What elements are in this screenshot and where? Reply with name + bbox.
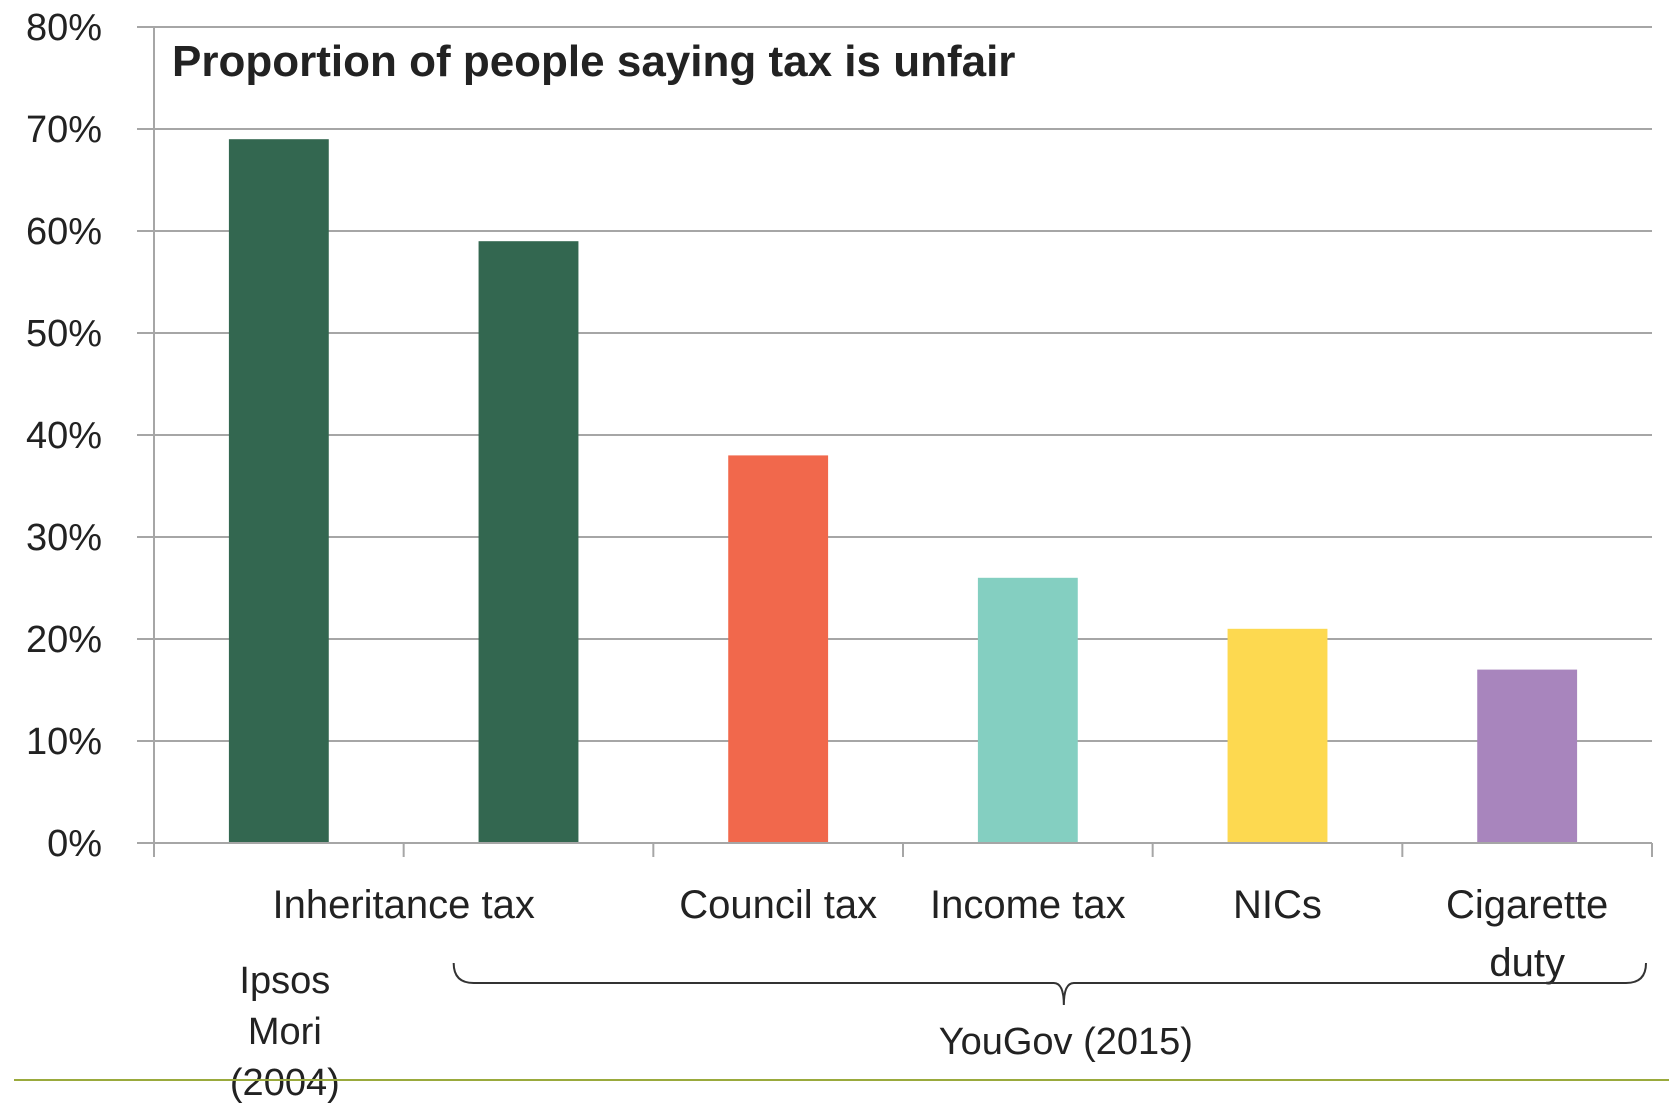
group-bracket [452, 962, 1647, 1006]
y-tick-label: 20% [26, 619, 102, 661]
bar [478, 241, 579, 843]
group-label: Ipsos Mori (2004) [230, 960, 340, 1104]
y-tick-label: 50% [26, 313, 102, 355]
group-label: YouGov (2015) [939, 1021, 1193, 1063]
y-axis-tick-labels: 0% 10% 20% 30% 40% 50% 60% 70% 80% [26, 7, 102, 865]
x-axis [153, 27, 1653, 857]
category-label: NICs [1233, 883, 1322, 927]
bar [1477, 669, 1578, 843]
category-labels: Inheritance tax Council tax Income tax NICs… [272, 883, 1608, 985]
bar [1227, 628, 1328, 843]
y-tick-label: 60% [26, 211, 102, 253]
y-tick-label: 0% [47, 823, 102, 865]
bars [228, 139, 1578, 843]
bar [228, 139, 329, 843]
group-labels: Ipsos Mori (2004) YouGov (2015) [230, 960, 1647, 1104]
bar [977, 577, 1078, 843]
category-label: Inheritance tax [272, 883, 534, 927]
gridlines [137, 26, 1652, 844]
y-tick-label: 30% [26, 517, 102, 559]
category-label: Income tax [930, 883, 1126, 927]
chart-title: Proportion of people saying tax is unfai… [172, 37, 1015, 86]
y-tick-label: 10% [26, 721, 102, 763]
category-label: Council tax [679, 883, 877, 927]
y-tick-label: 40% [26, 415, 102, 457]
category-label: Cigarette duty [1446, 883, 1608, 985]
y-tick-label: 80% [26, 7, 102, 49]
bar [728, 455, 829, 843]
y-tick-label: 70% [26, 109, 102, 151]
